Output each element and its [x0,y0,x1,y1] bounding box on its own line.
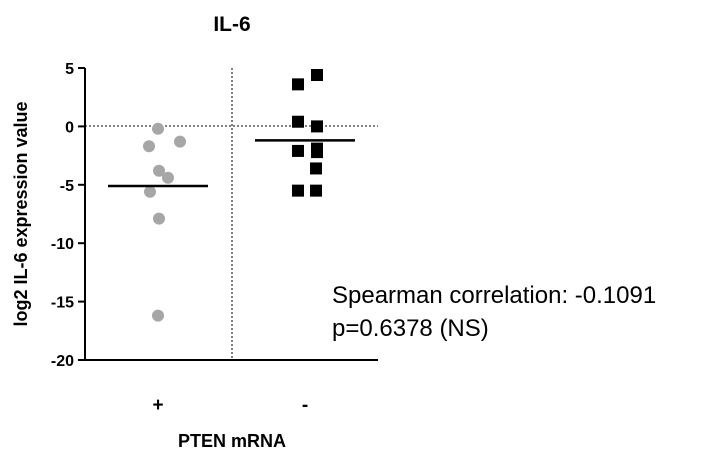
data-point-square [311,142,323,155]
data-point-circle [152,122,164,135]
y-axis-label: log2 IL-6 expression value [11,101,31,326]
x-category-labels: + - [152,395,308,416]
data-point-square [292,144,304,157]
p-value-annotation: p=0.6378 (NS) [332,315,489,342]
median-lines [108,139,355,188]
chart-title: IL-6 [213,13,250,36]
x-axis-label: PTEN mRNA [178,431,286,451]
data-point-square [292,184,304,197]
y-tick-label: 0 [65,119,74,136]
data-point-circle [153,212,165,225]
data-point-circle [162,171,174,184]
data-points [143,69,323,322]
data-point-square [311,69,323,82]
x-category-label: + [152,395,163,416]
y-ticks: 5 0 -5 -10 -15 -20 [51,61,85,370]
data-point-square [311,120,323,133]
spearman-annotation: Spearman correlation: -0.1091 [332,282,656,309]
data-point-circle [144,185,156,198]
data-point-square [310,162,322,175]
y-tick-label: -5 [60,178,74,195]
y-tick-label: -20 [51,353,74,370]
data-point-circle [143,140,155,153]
x-category-label: - [302,395,308,416]
data-point-circle [152,309,164,322]
data-point-square [292,115,304,128]
data-point-circle [174,135,186,148]
y-tick-label: -10 [51,236,74,253]
y-tick-label: 5 [65,61,74,78]
data-point-square [292,78,304,91]
data-point-square [310,184,322,197]
y-tick-label: -15 [51,295,74,312]
data-point-circle [153,164,165,177]
